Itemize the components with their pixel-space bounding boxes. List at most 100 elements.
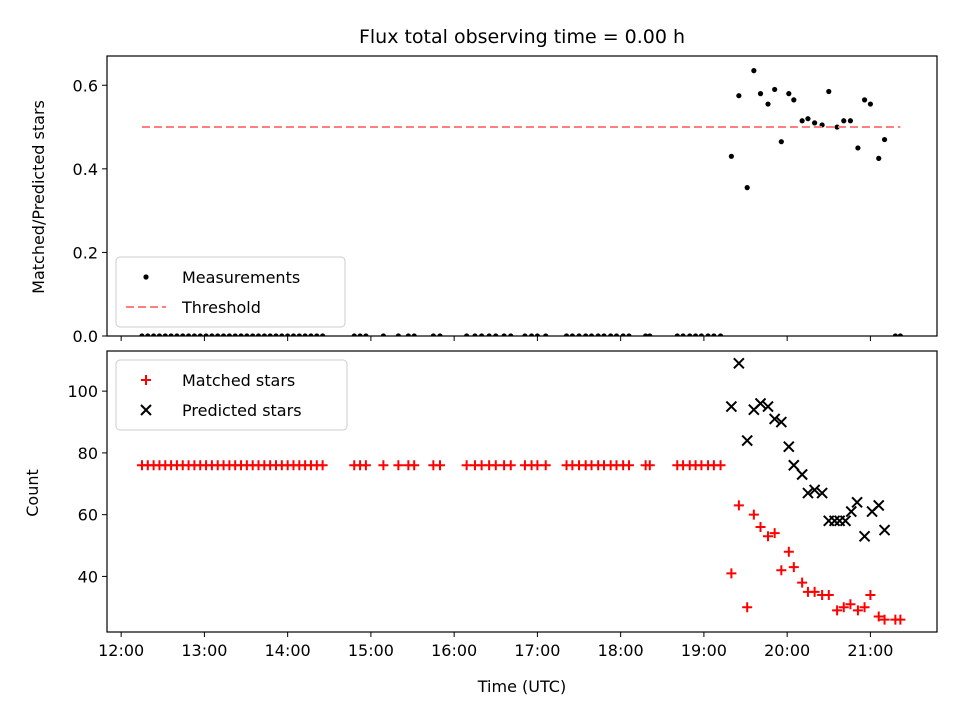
matched-stars-point (763, 531, 774, 542)
measurements-point (197, 333, 203, 336)
measurements-point (156, 333, 163, 336)
measurements-point (892, 333, 898, 336)
measurements-point (493, 333, 499, 336)
predicted-stars-point (762, 400, 774, 413)
matched-stars-point (733, 500, 744, 511)
predicted-stars-point (839, 515, 852, 527)
data-marks (136, 357, 906, 625)
measurements-point (351, 333, 357, 336)
plot-frame (106, 350, 938, 633)
matched-stars-point (434, 460, 445, 471)
y-tick-label: 0.2 (73, 243, 98, 262)
x-tick-label: 16:00 (431, 641, 477, 660)
measurements-point (576, 333, 582, 336)
measurements-point (508, 333, 514, 336)
measurements-point (139, 333, 145, 336)
predicted-stars-point (878, 524, 891, 536)
measurements-point (728, 153, 734, 159)
measurements-point (680, 333, 686, 336)
measurements-point (765, 101, 771, 107)
measurements-point (302, 333, 308, 336)
measurements-point (290, 333, 297, 336)
measurements-point (357, 333, 363, 336)
measurements-point (363, 333, 369, 336)
measurements-point (717, 333, 724, 336)
predicted-stars-point (816, 487, 828, 499)
measurements-point (145, 333, 151, 336)
matched-stars-point (755, 522, 766, 533)
matched-stars-point (409, 460, 420, 471)
measurements-point (620, 333, 626, 336)
matched-stars-point (783, 546, 794, 557)
measurements-point (430, 333, 436, 336)
predicted-stars-point (775, 416, 788, 428)
matched-stars-point (776, 565, 787, 576)
x-tick-label: 13:00 (181, 641, 227, 660)
measurements-point (486, 333, 492, 336)
matched-stars-point (832, 605, 843, 616)
measurements-point (791, 97, 797, 103)
measurements-point (698, 333, 705, 336)
predicted-stars-point (808, 484, 821, 496)
measurements-point (751, 68, 757, 74)
matched-stars-point (748, 509, 759, 520)
measurements-point (613, 333, 620, 336)
matched-stars-point (852, 605, 863, 616)
measurements-point (168, 333, 174, 336)
legend-measurements-swatch (143, 274, 149, 280)
legend-box (115, 359, 348, 431)
y-tick-label: 0.0 (73, 327, 98, 346)
y-tick-label: 0.4 (73, 160, 98, 179)
predicted-stars-point (858, 530, 871, 542)
measurements-point (226, 333, 232, 336)
legend-box (115, 256, 346, 328)
measurements-point (772, 86, 778, 93)
measurements-point (250, 333, 256, 336)
matched-stars-point (879, 614, 890, 625)
measurements-point (543, 333, 549, 336)
legend-matched-stars-label: Matched stars (182, 371, 295, 390)
chart-marks: 0.0 0.2 0.4 0.6 Measurements Threshold 40 60 80 1… (67, 55, 938, 660)
measurements-point (220, 333, 227, 336)
top-y-axis-label: Matched/Predicted stars (29, 100, 48, 294)
measurements-point (180, 333, 186, 336)
x-tick-label: 17:00 (514, 641, 560, 660)
measurements-point (320, 333, 326, 336)
x-tick-label: 15:00 (348, 641, 394, 660)
matched-stars-point (865, 589, 876, 600)
measurements-point (841, 118, 847, 124)
bottom-y-axis-label: Count (23, 469, 42, 517)
measurements-point (279, 333, 285, 336)
measurements-point (296, 333, 302, 336)
measurements-point (528, 333, 535, 336)
matched-stars-point (317, 460, 328, 471)
data-marks (139, 68, 903, 336)
predicted-stars-point (725, 400, 738, 413)
measurements-point (203, 333, 209, 336)
predicted-stars-point (796, 468, 808, 481)
measurements-point (185, 333, 192, 336)
chart-title: Flux total observing time = 0.00 h (359, 26, 685, 48)
measurements-point (626, 333, 632, 336)
measurements-point (812, 120, 818, 126)
measurements-point (244, 333, 250, 336)
measurements-point (834, 124, 840, 130)
measurements-point (674, 333, 680, 336)
measurements-point (744, 185, 750, 191)
matched-stars-point (769, 528, 780, 539)
matched-stars-point (726, 568, 737, 579)
matched-stars-point (540, 460, 551, 471)
y-tick-label: 60 (78, 506, 98, 525)
x-tick-label: 19:00 (681, 641, 727, 660)
matched-stars-point (845, 599, 856, 610)
matched-stars-point (809, 586, 820, 597)
measurements-point (847, 118, 854, 124)
measurements-point (174, 333, 180, 336)
measurements-point (643, 333, 649, 336)
legend-matched-stars-swatch (141, 375, 151, 385)
measurements-point (705, 333, 711, 336)
legend-predicted-stars-swatch (140, 404, 152, 416)
measurements-point (608, 333, 614, 336)
predicted-stars-point (788, 459, 800, 471)
measurements-point (209, 333, 215, 336)
